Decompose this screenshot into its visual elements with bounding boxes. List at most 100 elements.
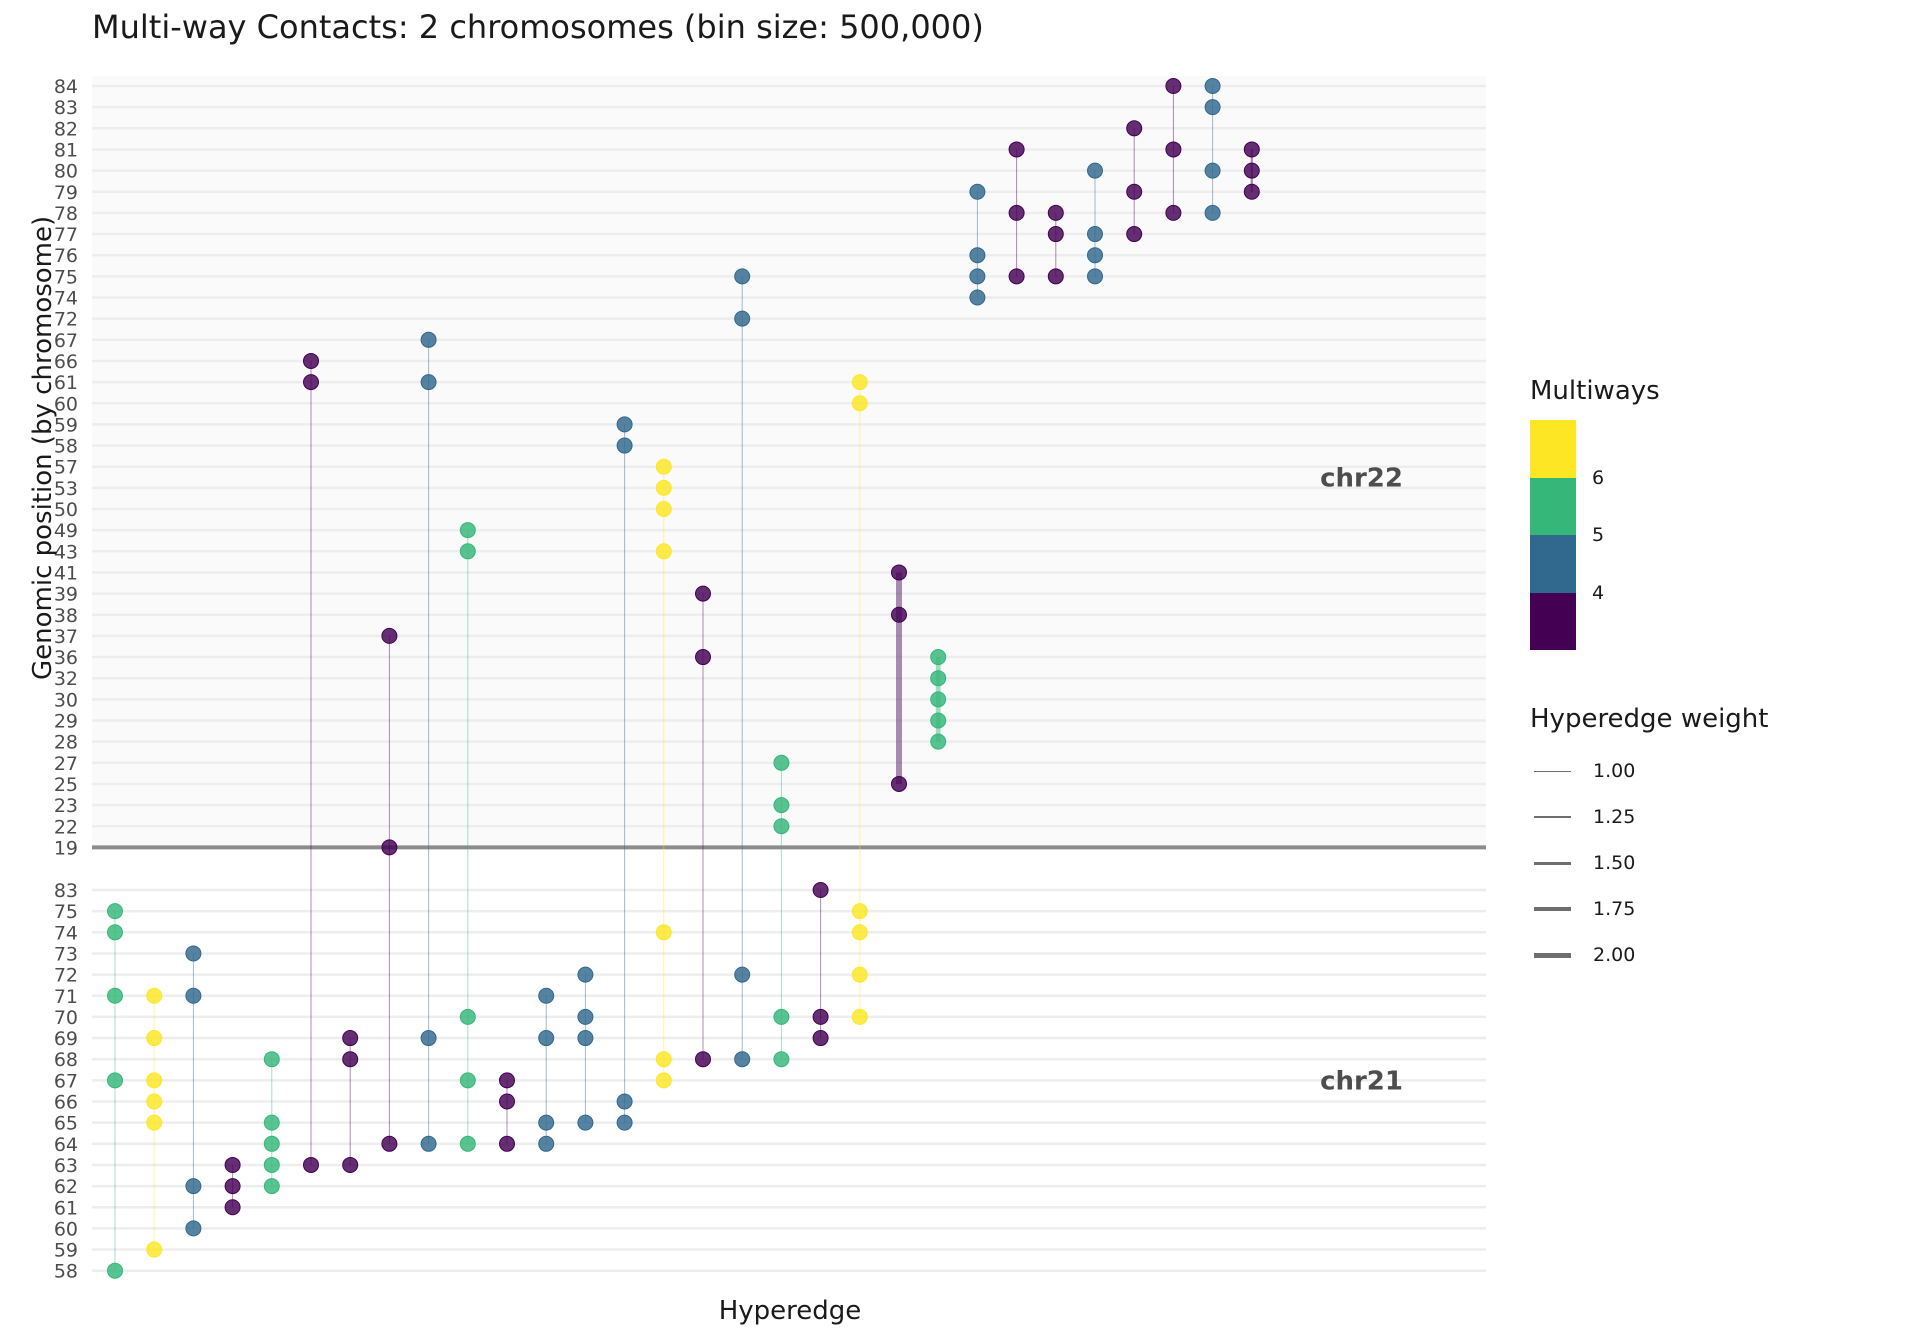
contact-point: [381, 627, 398, 644]
contact-point: [538, 1135, 555, 1152]
contact-point: [1087, 226, 1103, 243]
contact-point: [459, 1135, 476, 1152]
colorbar-tick: 5: [1592, 524, 1605, 546]
line-sample-icon: [1534, 952, 1571, 958]
contact-point: [381, 1135, 398, 1152]
contact-point: [146, 1241, 163, 1258]
contact-point: [185, 1220, 202, 1237]
contact-point: [107, 987, 123, 1004]
x-axis-label: Hyperedge: [718, 1296, 862, 1326]
y-tick-label: 66: [54, 1092, 78, 1114]
hyperedge-10: [459, 522, 476, 1152]
contact-point: [851, 903, 868, 920]
contact-point: [616, 1093, 633, 1110]
contact-point: [1204, 204, 1221, 221]
hyperedge-26: [1087, 162, 1103, 285]
contact-point: [146, 1114, 163, 1131]
y-tick-label: 78: [54, 203, 78, 225]
y-tick-label: 22: [54, 816, 78, 838]
contact-point: [655, 924, 672, 941]
y-tick-label: 72: [54, 965, 78, 987]
chr22-label: chr22: [1320, 463, 1403, 493]
hyperedge-9: [420, 331, 437, 1152]
hyperedge-27: [1126, 120, 1143, 243]
contact-point: [1204, 162, 1221, 179]
y-tick-label: 82: [54, 118, 78, 140]
contact-point: [146, 1030, 163, 1047]
y-tick-label: 76: [54, 245, 78, 267]
contact-point: [930, 733, 947, 750]
y-tick-label: 60: [54, 1218, 78, 1240]
y-tick-label: 23: [54, 795, 78, 817]
chr21-label: chr21: [1320, 1066, 1403, 1096]
contact-point: [499, 1072, 515, 1089]
y-tick-label: 67: [54, 1070, 78, 1092]
hyperedge-30: [1243, 141, 1260, 200]
y-tick-label: 28: [54, 732, 78, 754]
contact-point: [891, 606, 907, 623]
y-tick-label: 25: [54, 774, 78, 796]
hyperedge-25: [1047, 204, 1064, 285]
contact-point: [1087, 162, 1103, 179]
contact-point: [263, 1051, 280, 1068]
y-tick-label: 68: [54, 1049, 78, 1071]
y-tick-label: 74: [54, 288, 78, 310]
y-tick-label: 59: [54, 1240, 78, 1262]
contact-point: [146, 1072, 163, 1089]
contact-point: [655, 543, 672, 560]
contact-point: [1243, 162, 1260, 179]
contact-point: [655, 501, 672, 517]
y-tick-label: 53: [54, 478, 78, 500]
contact-point: [107, 1072, 123, 1089]
contact-point: [459, 1072, 476, 1089]
contact-point: [930, 649, 947, 666]
contact-point: [734, 268, 751, 285]
y-tick-label: 70: [54, 1007, 78, 1029]
contact-point: [655, 1051, 672, 1068]
hyperedge-29: [1204, 78, 1221, 221]
hyperedge-14: [616, 416, 633, 1131]
hyperedge-22: [930, 649, 947, 750]
contact-point: [1165, 204, 1182, 221]
y-tick-label: 67: [54, 330, 78, 352]
contact-point: [1008, 268, 1025, 285]
contact-point: [773, 1051, 790, 1068]
hyperedge-1: [107, 903, 123, 1279]
weight-label: 1.75: [1593, 898, 1636, 920]
contact-point: [851, 924, 868, 941]
contact-point: [381, 839, 398, 856]
y-tick-label: 41: [54, 562, 78, 584]
contact-point: [695, 585, 711, 602]
y-tick-label: 77: [54, 224, 78, 246]
contact-point: [263, 1178, 280, 1195]
y-tick-label: 61: [54, 372, 78, 394]
contact-point: [342, 1030, 359, 1047]
colorbar-segment-5: [1530, 477, 1576, 535]
colorbar-segment-6plus: [1530, 420, 1576, 478]
contact-point: [538, 1114, 555, 1131]
contact-point: [812, 882, 829, 898]
y-tick-label: 75: [54, 901, 78, 923]
y-tick-label: 66: [54, 351, 78, 373]
contact-point: [891, 775, 907, 792]
y-tick-label: 39: [54, 584, 78, 606]
y-tick-label: 38: [54, 605, 78, 627]
contact-point: [773, 754, 790, 771]
colorbar-segment-3: [1530, 592, 1576, 650]
contact-point: [1204, 78, 1221, 94]
y-tick-label: 65: [54, 1113, 78, 1135]
y-tick-label: 71: [54, 986, 78, 1008]
contact-point: [224, 1156, 241, 1173]
contact-point: [146, 1093, 163, 1110]
weight-label: 2.00: [1593, 944, 1636, 966]
weight-legend-item: 1.00: [1530, 748, 1768, 794]
weight-legend-item: 1.25: [1530, 794, 1768, 840]
weight-legend-item: 1.50: [1530, 840, 1768, 886]
y-tick-label: 72: [54, 309, 78, 331]
contact-point: [851, 374, 868, 391]
y-tick-label: 49: [54, 520, 78, 542]
hyperedge-12: [538, 987, 555, 1152]
contact-point: [303, 352, 319, 369]
contact-point: [695, 1051, 711, 1068]
contact-point: [342, 1051, 359, 1068]
